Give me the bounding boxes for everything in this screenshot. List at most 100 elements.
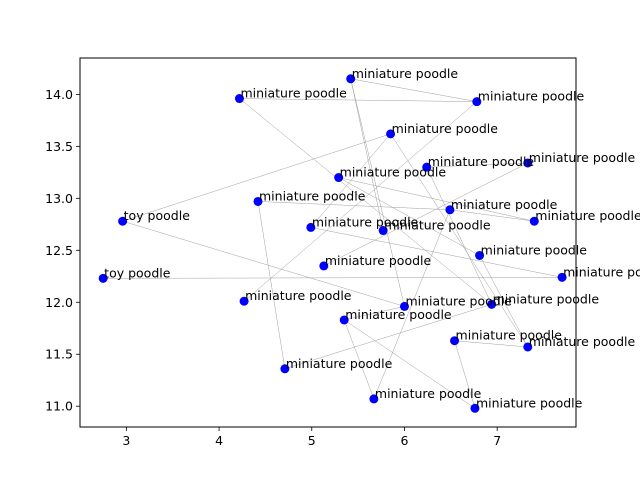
data-point bbox=[280, 364, 290, 374]
data-point bbox=[319, 261, 329, 271]
data-point bbox=[369, 394, 379, 404]
edge-line bbox=[243, 101, 477, 302]
point-label: miniature poodle bbox=[259, 188, 366, 203]
edge-line bbox=[350, 78, 405, 307]
edge-line bbox=[390, 133, 529, 348]
y-tick-label: 11.0 bbox=[45, 399, 73, 414]
edge-line bbox=[350, 78, 477, 102]
y-tick-label: 13.0 bbox=[45, 191, 73, 206]
data-point bbox=[346, 74, 356, 84]
point-label: miniature poodle bbox=[535, 208, 640, 223]
data-point bbox=[234, 94, 244, 104]
edge-line bbox=[426, 167, 492, 305]
edge-line bbox=[310, 133, 391, 228]
edge-line bbox=[344, 306, 405, 321]
data-point bbox=[334, 173, 344, 183]
y-tick-label: 12.0 bbox=[45, 295, 73, 310]
y-tick-label: 14.0 bbox=[45, 87, 73, 102]
data-point bbox=[239, 296, 249, 306]
data-point bbox=[472, 97, 482, 107]
x-axis: 3 4 5 6 7 bbox=[122, 427, 501, 448]
data-point bbox=[422, 162, 432, 172]
point-label: miniature poodle bbox=[286, 356, 393, 371]
edge-line bbox=[310, 227, 563, 278]
points-layer bbox=[98, 74, 567, 413]
x-tick-label: 4 bbox=[215, 433, 223, 448]
data-point bbox=[306, 222, 316, 232]
y-tick-label: 11.5 bbox=[45, 347, 73, 362]
point-label: miniature poodle bbox=[245, 288, 352, 303]
edge-line bbox=[338, 177, 535, 222]
data-point bbox=[475, 250, 485, 260]
x-tick-label: 6 bbox=[401, 433, 409, 448]
point-label: miniature poodle bbox=[405, 293, 512, 308]
point-label: miniature poodle bbox=[529, 334, 636, 349]
point-label: miniature poodle bbox=[352, 66, 459, 81]
y-axis: 11.0 11.5 12.0 12.5 13.0 13.5 14.0 bbox=[45, 87, 80, 414]
data-point bbox=[118, 216, 128, 226]
point-label: miniature poodle bbox=[375, 386, 482, 401]
edge-line bbox=[257, 201, 286, 369]
point-label: miniature poodle bbox=[456, 328, 563, 343]
edge-line bbox=[479, 255, 529, 348]
data-point bbox=[470, 403, 480, 413]
y-tick-label: 12.5 bbox=[45, 243, 73, 258]
edge-line bbox=[323, 162, 528, 267]
point-label: miniature poodle bbox=[345, 307, 452, 322]
x-tick-label: 7 bbox=[493, 433, 501, 448]
point-label: miniature poodle bbox=[478, 89, 585, 104]
edges-layer bbox=[103, 78, 563, 409]
point-label: miniature poodle bbox=[428, 154, 535, 169]
data-point bbox=[529, 216, 539, 226]
data-point bbox=[557, 272, 567, 282]
data-point bbox=[98, 273, 108, 283]
edge-line bbox=[284, 304, 492, 370]
data-point bbox=[523, 342, 533, 352]
plot-area-frame bbox=[79, 57, 577, 428]
point-label: miniature poodle bbox=[392, 121, 499, 136]
data-point bbox=[386, 129, 396, 139]
x-tick-label: 3 bbox=[122, 433, 130, 448]
edge-line bbox=[350, 78, 384, 231]
edge-line bbox=[122, 133, 391, 222]
y-tick-label: 13.5 bbox=[45, 139, 73, 154]
point-label: miniature poodle bbox=[325, 253, 432, 268]
data-point bbox=[339, 315, 349, 325]
data-point bbox=[378, 226, 388, 236]
data-point bbox=[487, 299, 497, 309]
edge-line bbox=[373, 209, 451, 400]
point-label: miniature poodle bbox=[493, 291, 600, 306]
x-tick-label: 5 bbox=[308, 433, 316, 448]
point-label: miniature poodle bbox=[529, 150, 636, 165]
data-point bbox=[450, 336, 460, 346]
point-label: miniature poodle bbox=[481, 242, 588, 257]
edge-line bbox=[239, 98, 492, 305]
edge-line bbox=[344, 319, 476, 409]
point-label: miniature poodle bbox=[312, 214, 419, 229]
data-point bbox=[253, 196, 263, 206]
edge-line bbox=[426, 162, 528, 168]
edge-line bbox=[449, 209, 535, 222]
point-label: miniature poodle bbox=[384, 218, 491, 233]
edge-line bbox=[122, 220, 405, 307]
point-label: miniature poodle bbox=[340, 165, 447, 180]
edge-line bbox=[343, 319, 375, 400]
data-point bbox=[399, 301, 409, 311]
point-label: miniature poodle bbox=[240, 86, 347, 101]
data-point bbox=[523, 158, 533, 168]
edge-line bbox=[454, 340, 476, 409]
edge-line bbox=[257, 201, 450, 211]
point-label: miniature poodle bbox=[451, 197, 558, 212]
point-label: toy poodle bbox=[104, 265, 171, 280]
edge-line bbox=[103, 277, 563, 279]
edge-line bbox=[239, 98, 477, 102]
point-label: miniature poodle bbox=[563, 264, 640, 279]
edge-line bbox=[338, 177, 480, 256]
point-label: toy poodle bbox=[124, 208, 191, 223]
data-point bbox=[445, 205, 455, 215]
point-label: miniature poodle bbox=[476, 395, 583, 410]
edge-line bbox=[454, 340, 528, 348]
